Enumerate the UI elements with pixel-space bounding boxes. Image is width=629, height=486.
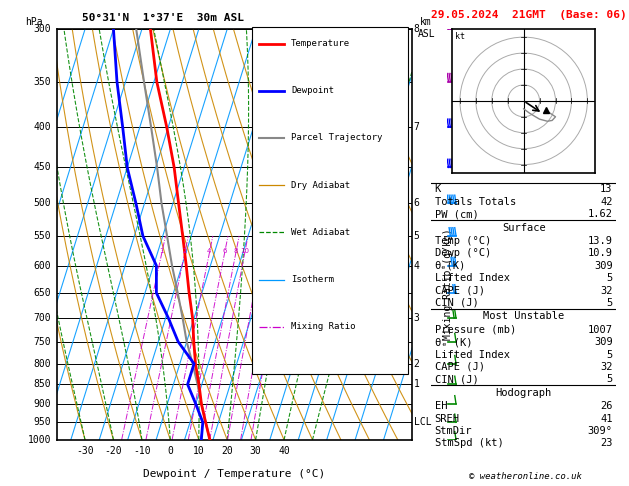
Text: 950: 950 xyxy=(34,417,52,427)
Text: 450: 450 xyxy=(34,162,52,173)
Text: StmSpd (kt): StmSpd (kt) xyxy=(435,438,503,449)
Text: 6: 6 xyxy=(222,248,226,254)
Text: 5: 5 xyxy=(606,374,613,384)
Text: 0: 0 xyxy=(167,446,173,456)
Text: 4: 4 xyxy=(207,248,211,254)
Text: 10: 10 xyxy=(193,446,204,456)
Text: θₑ (K): θₑ (K) xyxy=(435,337,472,347)
Text: 10.9: 10.9 xyxy=(587,248,613,259)
Text: Hodograph: Hodograph xyxy=(496,388,552,398)
Text: Temperature: Temperature xyxy=(291,39,350,48)
Text: Wet Adiabat: Wet Adiabat xyxy=(291,228,350,237)
Text: 5: 5 xyxy=(606,349,613,360)
Text: 15: 15 xyxy=(257,248,265,254)
Text: 13: 13 xyxy=(600,184,613,194)
Text: 42: 42 xyxy=(600,197,613,207)
Text: 309°: 309° xyxy=(587,426,613,436)
Text: 309: 309 xyxy=(594,261,613,271)
Text: 1: 1 xyxy=(414,380,420,389)
Text: 5: 5 xyxy=(414,231,420,241)
Text: 300: 300 xyxy=(34,24,52,34)
Text: 13.9: 13.9 xyxy=(587,236,613,246)
Text: 30: 30 xyxy=(250,446,262,456)
Text: 8: 8 xyxy=(414,24,420,34)
Text: CAPE (J): CAPE (J) xyxy=(435,362,484,372)
Text: 1: 1 xyxy=(159,248,164,254)
Text: 700: 700 xyxy=(34,313,52,323)
Text: 32: 32 xyxy=(600,362,613,372)
Text: 650: 650 xyxy=(34,288,52,298)
Text: CIN (J): CIN (J) xyxy=(435,298,478,308)
Text: LCL: LCL xyxy=(414,417,431,427)
Text: Mixing Ratio: Mixing Ratio xyxy=(291,322,355,331)
Text: kt: kt xyxy=(455,33,465,41)
Text: 29.05.2024  21GMT  (Base: 06): 29.05.2024 21GMT (Base: 06) xyxy=(431,10,626,20)
Text: 4: 4 xyxy=(414,260,420,271)
Text: © weatheronline.co.uk: © weatheronline.co.uk xyxy=(469,472,582,481)
Text: θₑ(K): θₑ(K) xyxy=(435,261,466,271)
Text: EH: EH xyxy=(435,401,447,411)
Text: ASL: ASL xyxy=(418,30,435,39)
Text: Lifted Index: Lifted Index xyxy=(435,273,509,283)
Text: 5: 5 xyxy=(606,298,613,308)
Text: Temp (°C): Temp (°C) xyxy=(435,236,491,246)
Text: 309: 309 xyxy=(594,337,613,347)
Text: 32: 32 xyxy=(600,286,613,295)
Text: hPa: hPa xyxy=(25,17,42,27)
Text: Totals Totals: Totals Totals xyxy=(435,197,516,207)
Text: 41: 41 xyxy=(600,414,613,424)
Text: Dry Adiabat: Dry Adiabat xyxy=(291,181,350,190)
Text: km: km xyxy=(420,17,432,27)
Text: 750: 750 xyxy=(34,337,52,347)
Text: SREH: SREH xyxy=(435,414,460,424)
Text: 400: 400 xyxy=(34,122,52,132)
Text: 3: 3 xyxy=(414,313,420,323)
Text: 6: 6 xyxy=(414,198,420,208)
Text: Surface: Surface xyxy=(502,223,545,233)
Text: Dewp (°C): Dewp (°C) xyxy=(435,248,491,259)
Text: CIN (J): CIN (J) xyxy=(435,374,478,384)
Text: CAPE (J): CAPE (J) xyxy=(435,286,484,295)
Text: K: K xyxy=(435,184,441,194)
Text: 500: 500 xyxy=(34,198,52,208)
Text: 350: 350 xyxy=(34,77,52,87)
Text: Dewpoint / Temperature (°C): Dewpoint / Temperature (°C) xyxy=(143,469,325,479)
Text: Most Unstable: Most Unstable xyxy=(483,312,564,321)
Text: 20: 20 xyxy=(269,248,278,254)
Text: 850: 850 xyxy=(34,380,52,389)
Text: 50°31'N  1°37'E  30m ASL: 50°31'N 1°37'E 30m ASL xyxy=(82,13,244,23)
Text: 550: 550 xyxy=(34,231,52,241)
Text: Pressure (mb): Pressure (mb) xyxy=(435,325,516,335)
Text: -20: -20 xyxy=(104,446,122,456)
Text: Dewpoint: Dewpoint xyxy=(291,86,334,95)
Text: 1000: 1000 xyxy=(28,435,52,445)
FancyBboxPatch shape xyxy=(252,27,408,374)
Text: 5: 5 xyxy=(606,273,613,283)
Text: 20: 20 xyxy=(221,446,233,456)
Text: 10: 10 xyxy=(240,248,249,254)
Text: 1.62: 1.62 xyxy=(587,209,613,219)
Text: Parcel Trajectory: Parcel Trajectory xyxy=(291,134,382,142)
Text: 800: 800 xyxy=(34,359,52,369)
Text: 2: 2 xyxy=(414,359,420,369)
Text: 1007: 1007 xyxy=(587,325,613,335)
Text: 2: 2 xyxy=(182,248,187,254)
Text: 40: 40 xyxy=(278,446,290,456)
Text: PW (cm): PW (cm) xyxy=(435,209,478,219)
Text: Mixing Ratio (g/kg): Mixing Ratio (g/kg) xyxy=(443,228,452,340)
Text: 23: 23 xyxy=(600,438,613,449)
Text: 8: 8 xyxy=(233,248,238,254)
Text: -10: -10 xyxy=(133,446,151,456)
Text: 26: 26 xyxy=(600,401,613,411)
Text: -30: -30 xyxy=(76,446,94,456)
Text: 25: 25 xyxy=(279,248,287,254)
Text: Isotherm: Isotherm xyxy=(291,275,334,284)
Text: 900: 900 xyxy=(34,399,52,409)
Text: 600: 600 xyxy=(34,260,52,271)
Text: Lifted Index: Lifted Index xyxy=(435,349,509,360)
Text: StmDir: StmDir xyxy=(435,426,472,436)
Text: 7: 7 xyxy=(414,122,420,132)
